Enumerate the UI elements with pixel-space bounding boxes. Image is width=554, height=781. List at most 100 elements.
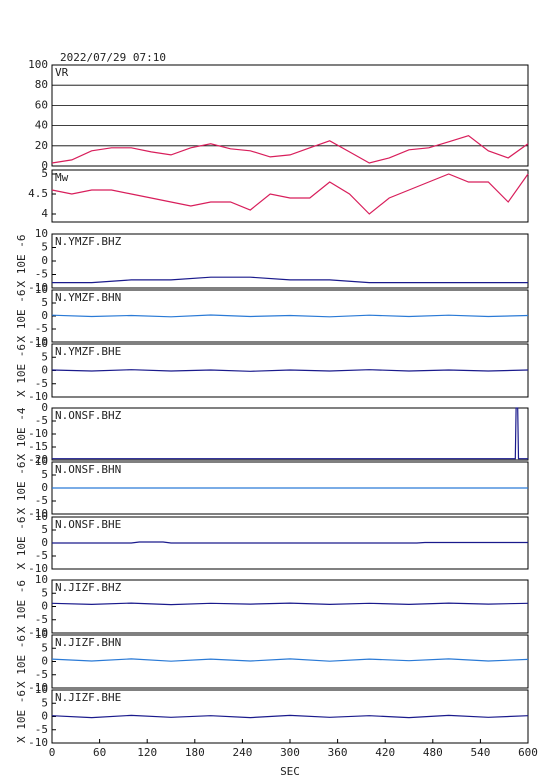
y-tick-label: 0: [41, 254, 48, 267]
y-tick-label: 0: [41, 655, 48, 668]
trace: [51, 135, 529, 164]
y-tick-label: -10: [28, 562, 48, 575]
x-tick-label: 420: [375, 746, 395, 759]
y-tick-label: 5: [41, 523, 48, 536]
y-tick-label: -10: [28, 736, 48, 749]
y-tick-label: 4: [41, 207, 48, 220]
x-tick-label: 480: [423, 746, 443, 759]
y-tick-label: -5: [35, 268, 48, 281]
y-tick-label: 10: [35, 628, 48, 641]
panel-frame: [51, 407, 529, 461]
y-tick-label: 0: [41, 159, 48, 172]
trace: [51, 602, 529, 606]
y-tick-label: 10: [35, 227, 48, 240]
y-tick-label: 10: [35, 455, 48, 468]
y-tick-label: 5: [41, 241, 48, 254]
y-tick-label: -5: [35, 377, 48, 390]
trace: [52, 276, 528, 284]
y-tick-label: -5: [35, 549, 48, 562]
x-tick-label: 60: [93, 746, 106, 759]
panel-frame: [51, 169, 529, 223]
panel-frame: [51, 579, 529, 634]
y-tick-label: 4.5: [28, 187, 48, 200]
trace-label: N.YMZF.BHE: [55, 345, 121, 358]
x-axis-label: SEC: [280, 765, 300, 778]
y-tick-label: 5: [41, 696, 48, 709]
trace-label: N.JIZF.BHN: [55, 636, 121, 649]
trace-label: N.ONSF.BHN: [55, 463, 121, 476]
panel-frame: [51, 634, 529, 689]
y-tick-label: 0: [41, 481, 48, 494]
y-tick-label: -10: [28, 427, 48, 440]
y-axis-label: X 10E -6: [15, 235, 28, 288]
y-tick-label: 0: [41, 710, 48, 723]
y-axis-label: X 10E -6: [15, 462, 28, 515]
x-tick-label: 240: [232, 746, 252, 759]
y-tick-label: -5: [35, 723, 48, 736]
y-tick-label: 10: [35, 510, 48, 523]
y-tick-label: -5: [35, 494, 48, 507]
x-tick-label: 300: [280, 746, 300, 759]
trace-label: N.JIZF.BHZ: [55, 581, 122, 594]
y-tick-label: 0: [41, 364, 48, 377]
trace: [51, 369, 529, 372]
trace-label: Mw: [55, 171, 69, 184]
y-tick-label: 10: [35, 683, 48, 696]
y-tick-label: -10: [28, 626, 48, 639]
y-tick-label: 80: [35, 78, 48, 91]
y-tick-label: 10: [35, 573, 48, 586]
y-tick-label: -10: [28, 681, 48, 694]
y-tick-label: 5: [41, 167, 48, 180]
x-tick-label: 600: [518, 746, 538, 759]
trace-label: N.YMZF.BHN: [55, 291, 121, 304]
y-tick-label: 10: [35, 283, 48, 296]
y-axis-label: X 10E -6: [15, 690, 28, 743]
y-axis-label: X 10E -6: [15, 344, 28, 397]
y-tick-label: -15: [28, 440, 48, 453]
y-axis-label: X 10E -6: [15, 517, 28, 570]
x-tick-label: 120: [137, 746, 157, 759]
trace: [52, 541, 528, 544]
y-tick-label: 40: [35, 119, 48, 132]
y-tick-label: -5: [35, 414, 48, 427]
x-tick-label: 0: [49, 746, 56, 759]
chart-title: 2022/07/29 07:10: [60, 51, 166, 64]
y-tick-label: -5: [35, 322, 48, 335]
x-tick-label: 540: [470, 746, 490, 759]
y-tick-label: -5: [35, 668, 48, 681]
y-tick-label: 0: [41, 536, 48, 549]
panel-frame: [51, 689, 529, 744]
x-tick-label: 360: [328, 746, 348, 759]
y-tick-label: 0: [41, 309, 48, 322]
y-tick-label: -5: [35, 613, 48, 626]
trace: [51, 314, 529, 318]
panel-frame: [51, 64, 529, 167]
y-tick-label: 60: [35, 98, 48, 111]
trace-label: N.ONSF.BHE: [55, 518, 121, 531]
trace-label: VR: [55, 66, 69, 79]
y-tick-label: 5: [41, 468, 48, 481]
y-tick-label: -10: [28, 507, 48, 520]
trace: [51, 658, 529, 662]
y-tick-label: 5: [41, 586, 48, 599]
y-axis-label: X 10E -4: [15, 407, 28, 460]
y-tick-label: -10: [28, 390, 48, 403]
y-tick-label: 100: [28, 58, 48, 71]
y-axis-label: X 10E -6: [15, 290, 28, 343]
y-tick-label: 0: [41, 600, 48, 613]
y-axis-label: X 10E -6: [15, 635, 28, 688]
y-tick-label: -10: [28, 335, 48, 348]
x-tick-label: 180: [185, 746, 205, 759]
trace-label: N.ONSF.BHZ: [55, 409, 122, 422]
trace: [52, 407, 528, 460]
y-tick-label: 5: [41, 641, 48, 654]
trace: [51, 173, 529, 215]
y-tick-label: 10: [35, 337, 48, 350]
y-tick-label: 5: [41, 350, 48, 363]
y-tick-label: 20: [35, 139, 48, 152]
trace-label: N.YMZF.BHZ: [55, 235, 122, 248]
y-axis-label: X 10E -6: [15, 580, 28, 633]
y-tick-label: -20: [28, 453, 48, 466]
trace: [51, 714, 529, 719]
